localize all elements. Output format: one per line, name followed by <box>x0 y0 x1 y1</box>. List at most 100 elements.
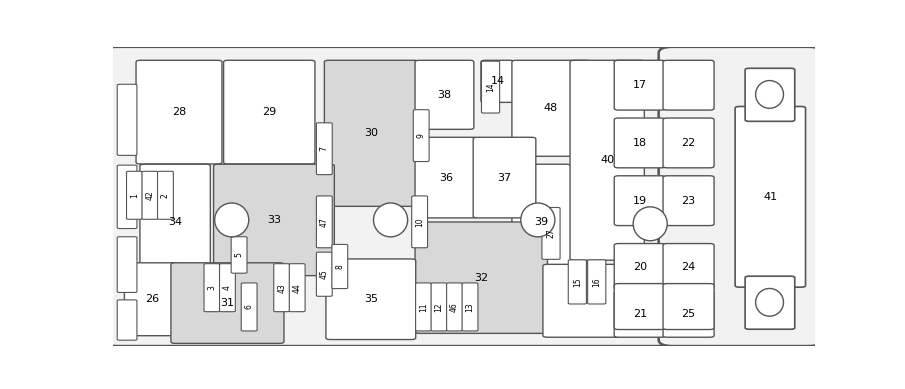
Text: 1: 1 <box>130 193 139 198</box>
FancyBboxPatch shape <box>118 237 137 293</box>
Text: 5: 5 <box>234 252 243 258</box>
FancyBboxPatch shape <box>127 171 142 219</box>
Ellipse shape <box>374 203 407 237</box>
FancyBboxPatch shape <box>157 171 174 219</box>
Text: 45: 45 <box>319 269 329 279</box>
FancyBboxPatch shape <box>118 165 137 228</box>
Text: 18: 18 <box>633 138 647 148</box>
FancyBboxPatch shape <box>745 68 795 121</box>
FancyBboxPatch shape <box>412 196 427 248</box>
Text: 20: 20 <box>633 261 647 272</box>
Text: 32: 32 <box>474 273 489 283</box>
FancyBboxPatch shape <box>204 264 220 312</box>
FancyBboxPatch shape <box>415 283 432 331</box>
FancyBboxPatch shape <box>735 107 805 287</box>
FancyBboxPatch shape <box>663 118 714 168</box>
FancyBboxPatch shape <box>290 264 305 312</box>
Text: 22: 22 <box>681 138 696 148</box>
FancyBboxPatch shape <box>663 176 714 226</box>
FancyBboxPatch shape <box>214 164 334 276</box>
FancyBboxPatch shape <box>317 123 332 175</box>
Text: 2: 2 <box>161 193 170 198</box>
FancyBboxPatch shape <box>332 244 348 289</box>
Text: 31: 31 <box>221 298 234 308</box>
FancyBboxPatch shape <box>171 263 284 343</box>
Text: 11: 11 <box>419 302 428 312</box>
FancyBboxPatch shape <box>140 164 210 279</box>
FancyBboxPatch shape <box>481 60 514 102</box>
Text: 7: 7 <box>319 146 329 151</box>
FancyBboxPatch shape <box>663 60 714 110</box>
FancyBboxPatch shape <box>326 259 415 340</box>
FancyBboxPatch shape <box>542 207 560 259</box>
Text: 39: 39 <box>534 217 548 227</box>
Text: 29: 29 <box>262 107 276 117</box>
FancyBboxPatch shape <box>614 60 665 110</box>
Text: 48: 48 <box>544 103 558 113</box>
FancyBboxPatch shape <box>481 61 500 113</box>
Text: 23: 23 <box>681 196 696 206</box>
FancyBboxPatch shape <box>242 283 257 331</box>
Text: 10: 10 <box>415 217 424 227</box>
Text: 36: 36 <box>439 173 453 182</box>
FancyBboxPatch shape <box>663 284 714 329</box>
Text: 3: 3 <box>207 285 216 290</box>
FancyBboxPatch shape <box>274 264 290 312</box>
FancyBboxPatch shape <box>614 244 665 289</box>
FancyBboxPatch shape <box>224 60 315 164</box>
Text: 34: 34 <box>168 217 182 227</box>
Ellipse shape <box>756 81 784 108</box>
FancyBboxPatch shape <box>414 110 429 161</box>
Text: 25: 25 <box>681 309 696 319</box>
FancyBboxPatch shape <box>324 60 418 206</box>
Text: 35: 35 <box>364 294 377 304</box>
Text: 21: 21 <box>633 309 647 319</box>
Text: 8: 8 <box>336 264 344 269</box>
Text: 17: 17 <box>633 80 647 90</box>
Text: 9: 9 <box>416 133 425 138</box>
FancyBboxPatch shape <box>136 60 222 164</box>
Text: 43: 43 <box>277 283 286 293</box>
FancyBboxPatch shape <box>231 237 247 273</box>
Text: 14: 14 <box>491 76 505 86</box>
FancyBboxPatch shape <box>473 137 536 218</box>
FancyBboxPatch shape <box>317 196 332 248</box>
FancyBboxPatch shape <box>446 283 462 331</box>
FancyBboxPatch shape <box>103 47 685 346</box>
Text: 30: 30 <box>364 128 378 138</box>
FancyBboxPatch shape <box>614 176 665 226</box>
Ellipse shape <box>756 289 784 316</box>
Text: 13: 13 <box>465 302 474 312</box>
FancyBboxPatch shape <box>512 60 590 156</box>
Text: 44: 44 <box>292 283 301 293</box>
FancyBboxPatch shape <box>614 291 665 337</box>
FancyBboxPatch shape <box>415 137 478 218</box>
FancyBboxPatch shape <box>587 260 605 304</box>
FancyBboxPatch shape <box>614 284 665 329</box>
FancyBboxPatch shape <box>614 118 665 168</box>
FancyBboxPatch shape <box>462 283 478 331</box>
Text: 15: 15 <box>573 277 582 287</box>
FancyBboxPatch shape <box>570 60 644 260</box>
Text: 40: 40 <box>600 155 614 165</box>
Text: 38: 38 <box>437 90 452 100</box>
FancyBboxPatch shape <box>543 265 621 337</box>
Ellipse shape <box>520 203 555 237</box>
Text: 27: 27 <box>547 229 556 238</box>
Text: 37: 37 <box>498 173 511 182</box>
Text: 6: 6 <box>244 305 253 309</box>
FancyBboxPatch shape <box>663 244 714 289</box>
Text: 42: 42 <box>146 191 155 200</box>
FancyBboxPatch shape <box>431 283 447 331</box>
Ellipse shape <box>214 203 249 237</box>
FancyBboxPatch shape <box>124 263 179 336</box>
FancyBboxPatch shape <box>415 222 548 333</box>
Text: 41: 41 <box>763 192 777 202</box>
FancyBboxPatch shape <box>118 84 137 155</box>
Text: 19: 19 <box>633 196 647 206</box>
FancyBboxPatch shape <box>568 260 586 304</box>
FancyBboxPatch shape <box>415 60 474 129</box>
Text: 33: 33 <box>267 215 281 225</box>
Text: 16: 16 <box>592 277 601 287</box>
Text: 24: 24 <box>681 261 696 272</box>
